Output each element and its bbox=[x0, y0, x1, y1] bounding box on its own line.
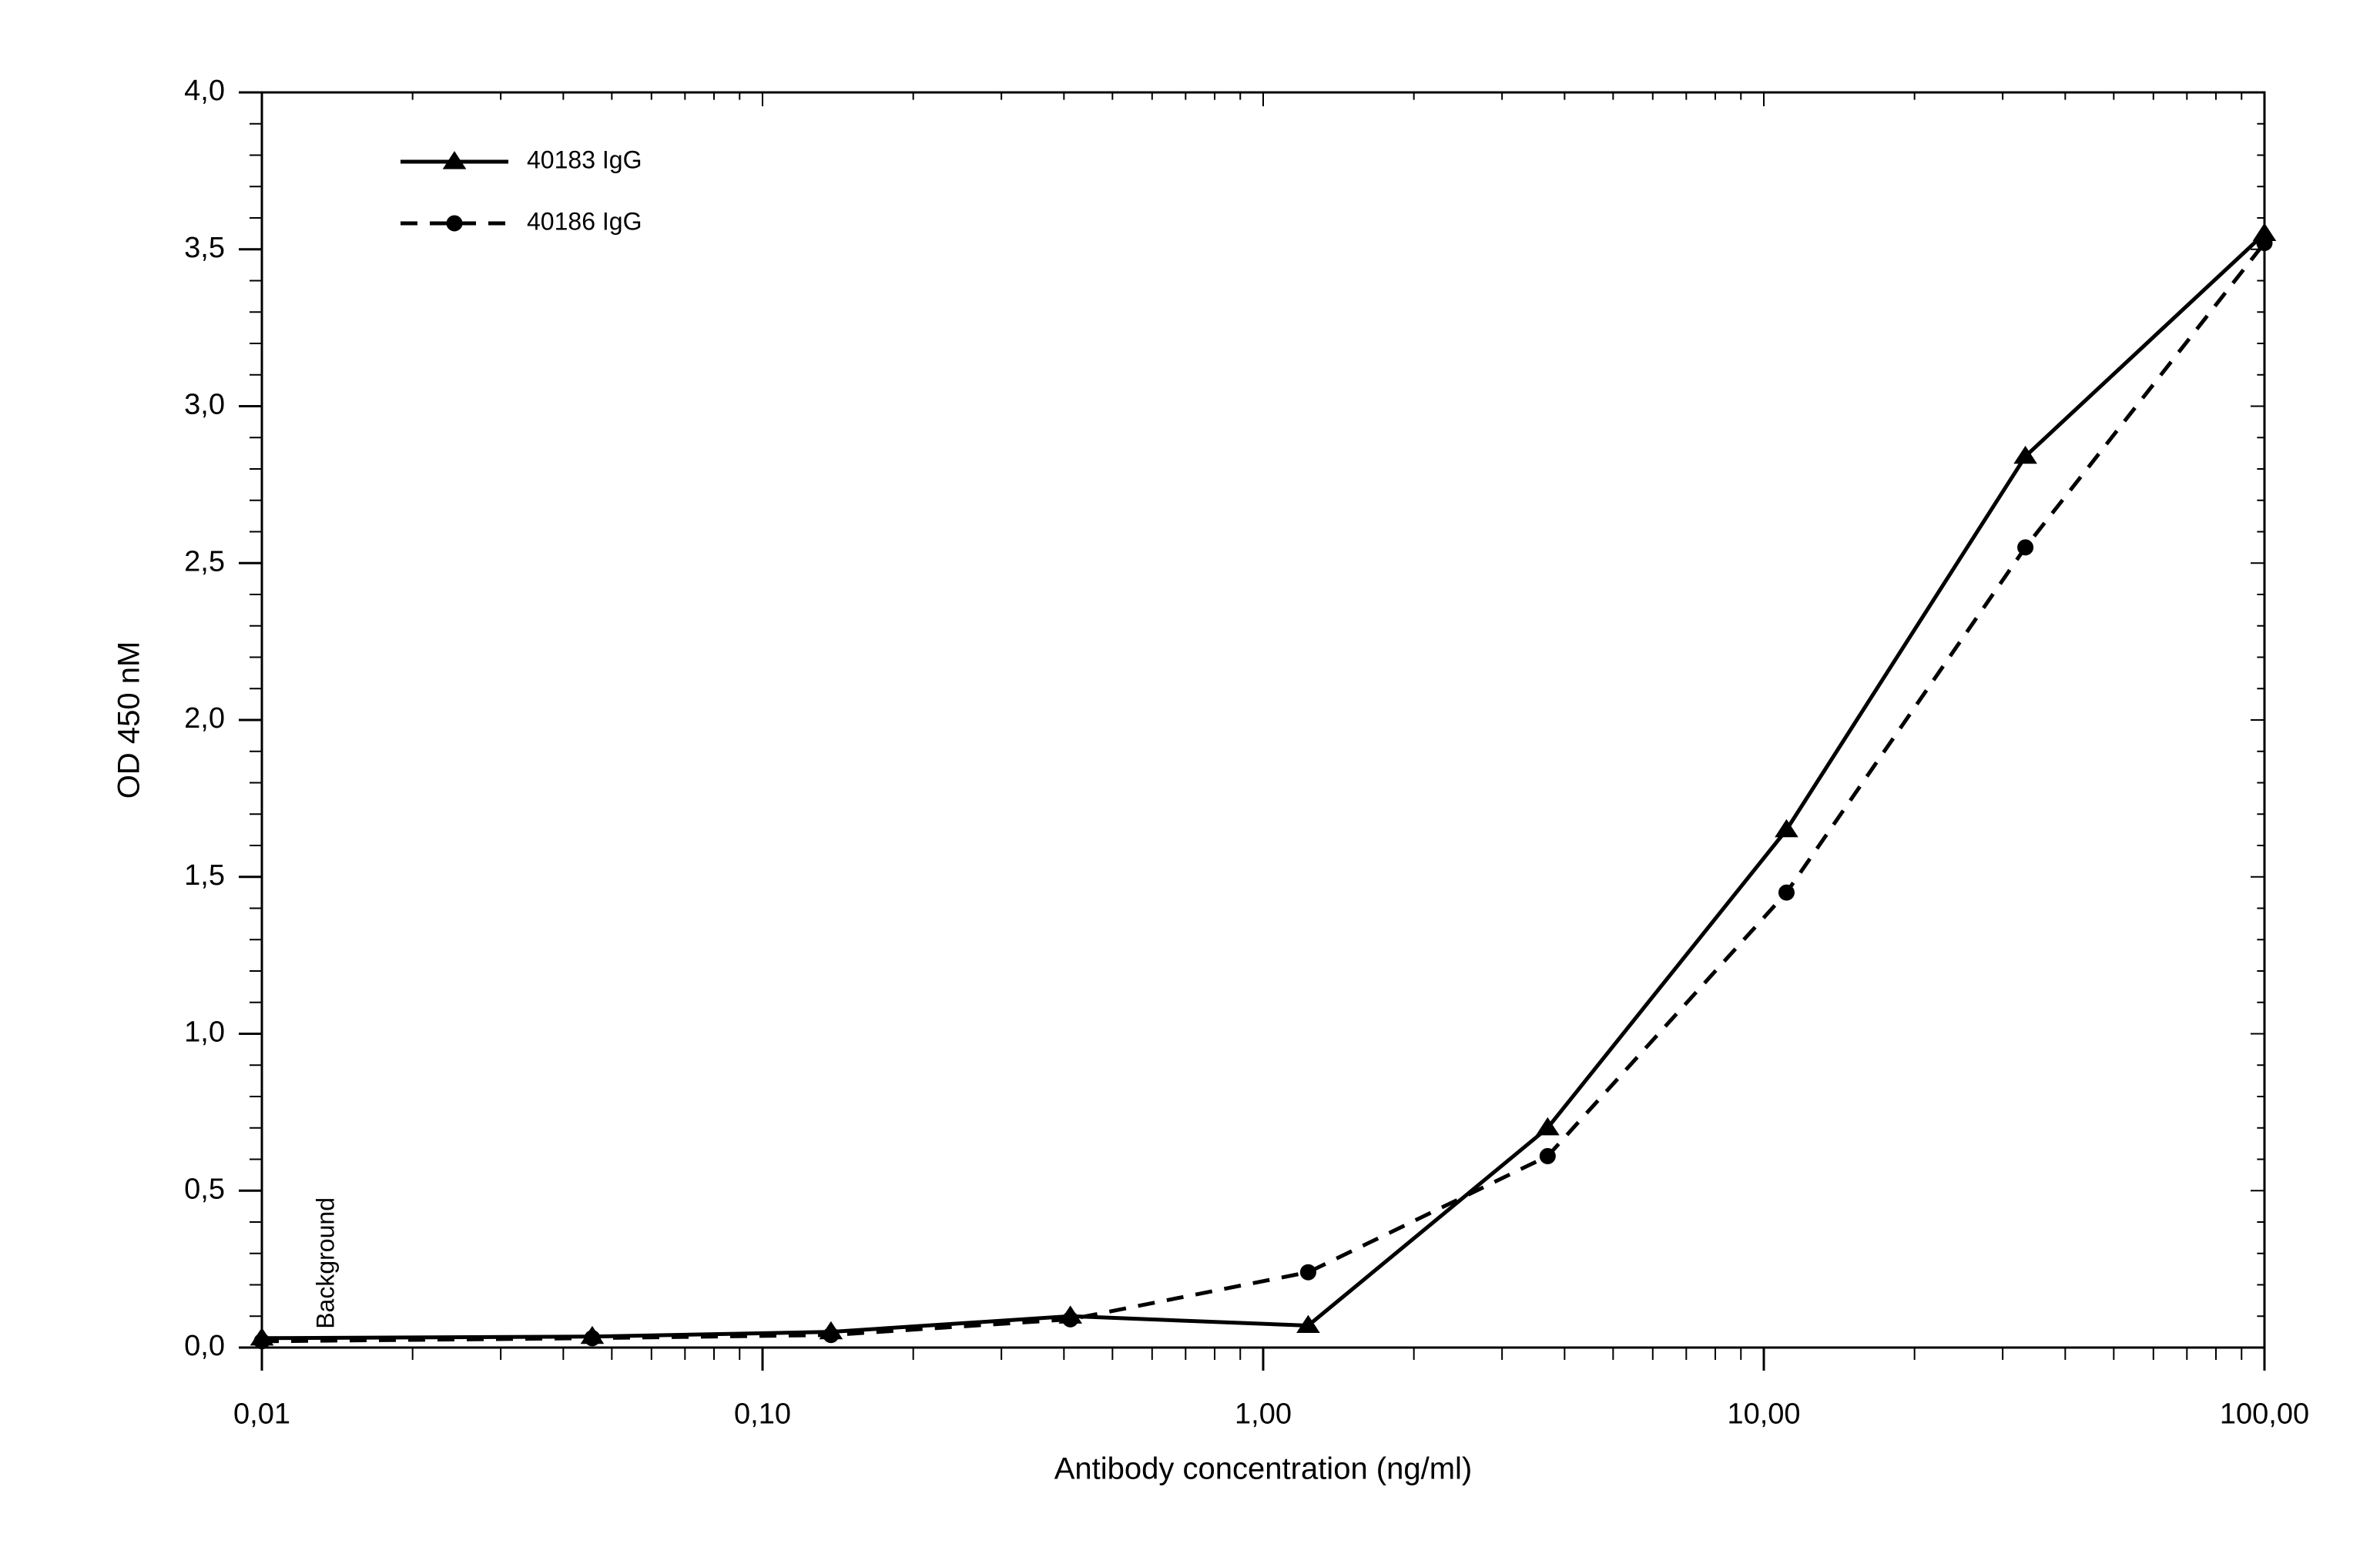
x-tick-label: 1,00 bbox=[1235, 1398, 1292, 1430]
series-marker-s2 bbox=[1063, 1311, 1078, 1327]
y-tick-label: 3,0 bbox=[184, 389, 225, 421]
series-marker-s2 bbox=[585, 1331, 600, 1346]
y-tick-label: 2,0 bbox=[184, 702, 225, 735]
y-tick-label: 0,5 bbox=[184, 1173, 225, 1205]
y-tick-label: 1,5 bbox=[184, 859, 225, 892]
y-tick-label: 4,0 bbox=[184, 75, 225, 107]
y-tick-label: 0,0 bbox=[184, 1330, 225, 1362]
x-tick-label: 0,10 bbox=[734, 1398, 791, 1430]
legend-label-s1: 40183 IgG bbox=[527, 146, 642, 173]
series-marker-s2 bbox=[1300, 1264, 1316, 1280]
chart-container: 0,01 0,10 1,00 10,00 100,00 Antibody concentr… bbox=[0, 0, 2380, 1557]
x-tick-label: 0,01 bbox=[233, 1398, 290, 1430]
background-annotation: Background bbox=[311, 1197, 339, 1329]
series-marker-s2 bbox=[254, 1334, 270, 1349]
series-marker-s2 bbox=[823, 1328, 839, 1343]
y-tick-label: 2,5 bbox=[184, 545, 225, 578]
series-marker-s2 bbox=[1540, 1148, 1555, 1164]
legend-marker-s2 bbox=[447, 216, 462, 231]
y-axis-label: OD 450 nM bbox=[112, 641, 146, 799]
x-axis-label: Antibody concentration (ng/ml) bbox=[1054, 1452, 1473, 1486]
x-tick-label: 10,00 bbox=[1727, 1398, 1800, 1430]
legend-label-s2: 40186 IgG bbox=[527, 207, 642, 235]
y-tick-label: 1,0 bbox=[184, 1016, 225, 1049]
series-marker-s2 bbox=[2018, 540, 2033, 555]
series-marker-s2 bbox=[1778, 885, 1794, 900]
x-tick-label: 100,00 bbox=[2220, 1398, 2309, 1430]
elisa-line-chart: 0,01 0,10 1,00 10,00 100,00 Antibody concentr… bbox=[0, 0, 2380, 1557]
series-marker-s2 bbox=[2257, 236, 2272, 251]
y-tick-label: 3,5 bbox=[184, 232, 225, 264]
